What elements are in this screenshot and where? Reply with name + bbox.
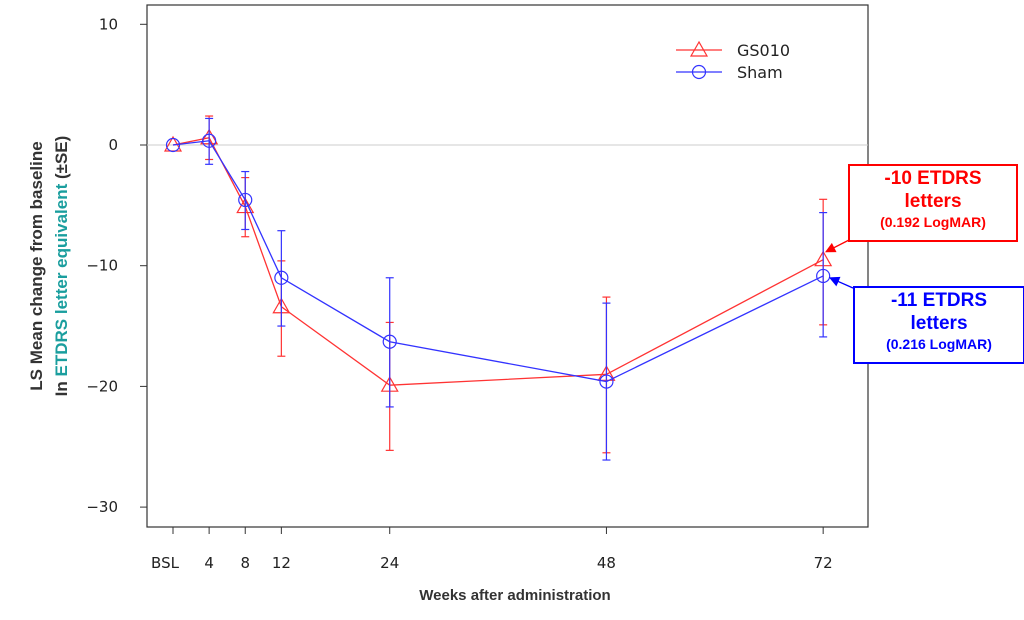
y-axis-label-highlight: ETDRS letter equivalent [52,183,71,376]
legend-label-sham: Sham [737,63,783,82]
x-tick-label: BSL [151,554,180,572]
gs010-callout-line2: letters [904,190,962,212]
y-axis-label-line1: LS Mean change from baseline [27,141,46,390]
sham-point [238,192,253,208]
gs010-callout-line3: (0.192 LogMAR) [880,213,986,230]
gs010-callout: -10 ETDRS letters (0.192 LogMAR) [848,164,1018,242]
x-tick-label: 4 [204,554,214,572]
legend-label-gs010: GS010 [737,41,790,60]
plot-frame [146,4,869,528]
gs010-series [163,115,833,454]
gs010-callout-line1: -10 ETDRS [884,168,982,189]
y-tick-label: 0 [108,136,118,154]
x-tick-label: 8 [240,554,250,572]
sham-point [816,268,831,284]
sham-line [172,140,824,383]
legend: GS010 Sham [676,40,790,82]
y-tick-label: −10 [86,257,118,275]
sham-series [165,117,831,461]
sham-point [165,137,181,153]
legend-marker-sham [691,64,707,80]
x-tick-label: 72 [814,554,833,572]
sham-callout-arrow [828,276,854,289]
sham-point [382,334,397,349]
x-axis-label: Weeks after administration [419,587,610,604]
x-tick-label: 48 [597,554,616,572]
y-tick-label: 10 [99,15,118,33]
gs010-line [172,137,824,386]
sham-point [599,374,614,389]
sham-callout-line1: -11 ETDRS [890,290,988,311]
sham-callout: -11 ETDRS letters (0.216 LogMAR) [853,286,1024,364]
sham-point [202,133,217,148]
legend-marker-gs010 [689,40,709,57]
sham-callout-line3: (0.216 LogMAR) [886,335,992,352]
y-tick-label: −30 [86,498,118,516]
y-tick-label: −20 [86,377,118,395]
x-tick-label: 12 [272,554,291,572]
sham-callout-line2: letters [910,312,968,334]
y-axis-label-line2: In ETDRS letter equivalent (±SE) [52,136,71,397]
sham-point [274,270,289,285]
x-tick-label: 24 [380,554,399,572]
gs010-callout-arrow [825,239,850,253]
